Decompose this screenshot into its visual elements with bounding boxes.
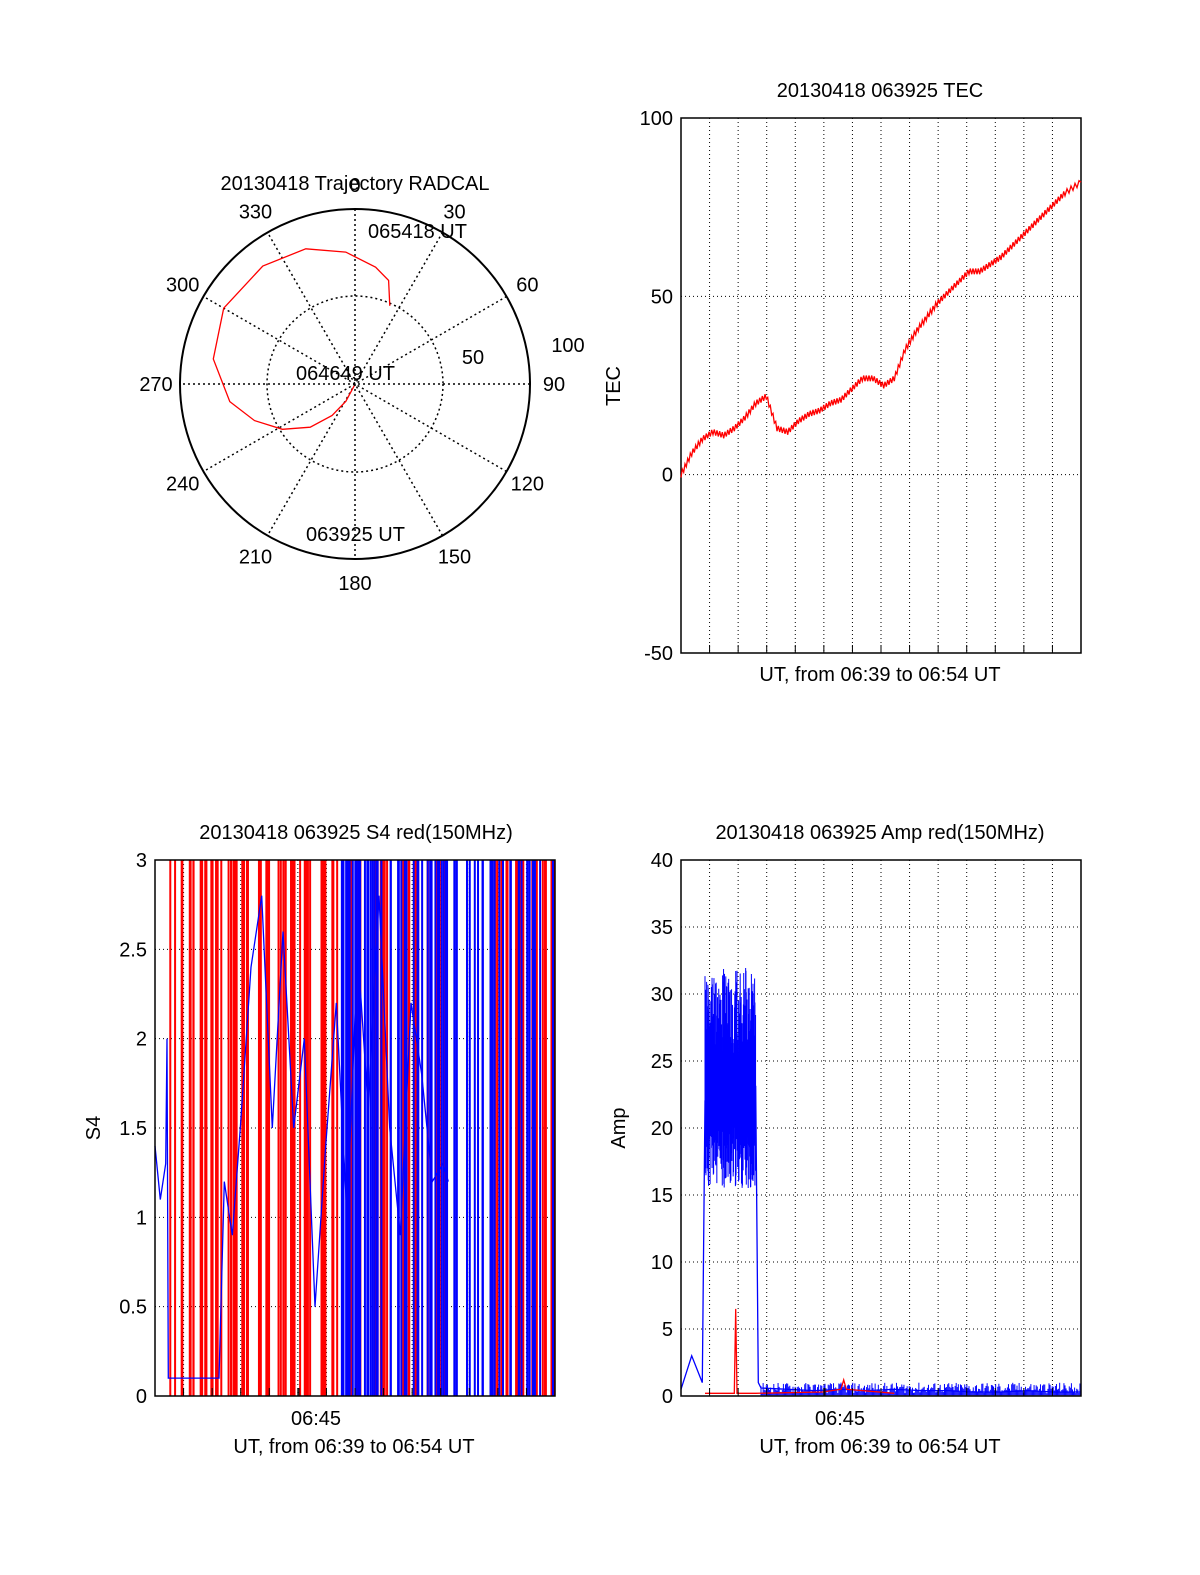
polar-angle-label: 240 — [166, 474, 199, 496]
y-tick-label: 0 — [136, 1386, 147, 1408]
polar-angle-label: 270 — [139, 374, 172, 396]
y-tick-label: 2 — [136, 1029, 147, 1051]
trajectory-mid-label: 064649 UT — [296, 363, 395, 385]
s4-x-tick-label: 06:45 — [291, 1408, 341, 1430]
amp-x-label: UT, from 06:39 to 06:54 UT — [759, 1436, 1000, 1458]
s4-y-ticks: 0 0.5 1 1.5 2 2.5 3 — [119, 850, 527, 1408]
polar-spokes — [180, 209, 530, 559]
amp-plot: 20130418 063925 Amp red(150MHz) 0 5 10 15 20… — [608, 822, 1082, 1458]
amp-x-tick-label: 06:45 — [815, 1408, 865, 1430]
amp-blue-series-line — [680, 1072, 1081, 1393]
polar-angle-label: 300 — [166, 275, 199, 297]
polar-angle-label: 180 — [338, 573, 371, 595]
trajectory-end-label: 065418 UT — [368, 221, 467, 243]
s4-red-spikes — [169, 860, 555, 1396]
y-tick-label: 0.5 — [119, 1297, 147, 1319]
amp-title: 20130418 063925 Amp red(150MHz) — [715, 822, 1044, 844]
y-tick-label: 0 — [662, 1386, 673, 1408]
s4-blue-spikes — [340, 860, 554, 1396]
tec-y-label: TEC — [603, 366, 625, 406]
polar-angle-label: 0 — [349, 175, 360, 197]
polar-radial-label-100: 100 — [551, 335, 584, 357]
y-tick-label: 40 — [651, 850, 673, 872]
amp-y-label: Amp — [608, 1107, 630, 1148]
y-tick-label: 0 — [662, 465, 673, 487]
trajectory-line — [212, 248, 391, 430]
polar-angle-label: 30 — [443, 202, 465, 224]
y-tick-label: 30 — [651, 984, 673, 1006]
y-tick-label: 3 — [136, 850, 147, 872]
trajectory-start-label: 063925 UT — [306, 524, 405, 546]
tec-grid — [681, 118, 1081, 653]
polar-angle-label: 150 — [438, 546, 471, 568]
y-tick-label: 20 — [651, 1118, 673, 1140]
tec-title: 20130418 063925 TEC — [777, 80, 983, 102]
tec-x-label: UT, from 06:39 to 06:54 UT — [759, 664, 1000, 686]
y-tick-label: 1 — [136, 1207, 147, 1229]
polar-spoke — [266, 232, 444, 536]
y-tick-label: 5 — [662, 1319, 673, 1341]
s4-y-label: S4 — [83, 1116, 105, 1140]
y-tick-label: 25 — [651, 1051, 673, 1073]
y-tick-label: 100 — [640, 108, 673, 130]
y-tick-label: 1.5 — [119, 1118, 147, 1140]
amp-y-ticks: 0 5 10 15 20 25 30 35 40 — [651, 850, 1053, 1408]
s4-plot: 20130418 063925 S4 red(150MHz) 0 0.5 1 1.5 2… — [83, 822, 556, 1458]
tec-y-ticks: -50 0 50 100 — [640, 108, 1053, 665]
polar-radial-label-50: 50 — [462, 347, 484, 369]
s4-blue-series-line — [154, 895, 449, 1379]
polar-angle-label: 330 — [239, 202, 272, 224]
s4-x-label: UT, from 06:39 to 06:54 UT — [233, 1436, 474, 1458]
y-tick-label: 50 — [651, 286, 673, 308]
polar-title: 20130418 Trajectory RADCAL — [220, 173, 489, 195]
s4-title: 20130418 063925 S4 red(150MHz) — [199, 822, 513, 844]
polar-angle-label: 60 — [516, 275, 538, 297]
y-tick-label: 35 — [651, 917, 673, 939]
polar-angle-label: 120 — [511, 474, 544, 496]
amp-red-series-line — [705, 1308, 895, 1394]
amp-noise-band — [704, 968, 1082, 1396]
tec-series-line — [680, 179, 1082, 478]
y-tick-label: 10 — [651, 1252, 673, 1274]
polar-plot: 20130418 Trajectory RADCAL 0 30 60 90 120 150… — [139, 173, 584, 595]
amp-grid — [681, 860, 1081, 1396]
polar-angle-labels: 0 30 60 90 120 150 180 210 240 270 300 330 — [139, 175, 565, 595]
polar-angle-label: 210 — [239, 546, 272, 568]
y-tick-label: 2.5 — [119, 939, 147, 961]
y-tick-label: 15 — [651, 1185, 673, 1207]
polar-angle-label: 90 — [543, 374, 565, 396]
tec-plot: 20130418 063925 TEC -50 0 50 100 TEC UT, fr… — [603, 80, 1082, 686]
y-tick-label: -50 — [644, 643, 673, 665]
